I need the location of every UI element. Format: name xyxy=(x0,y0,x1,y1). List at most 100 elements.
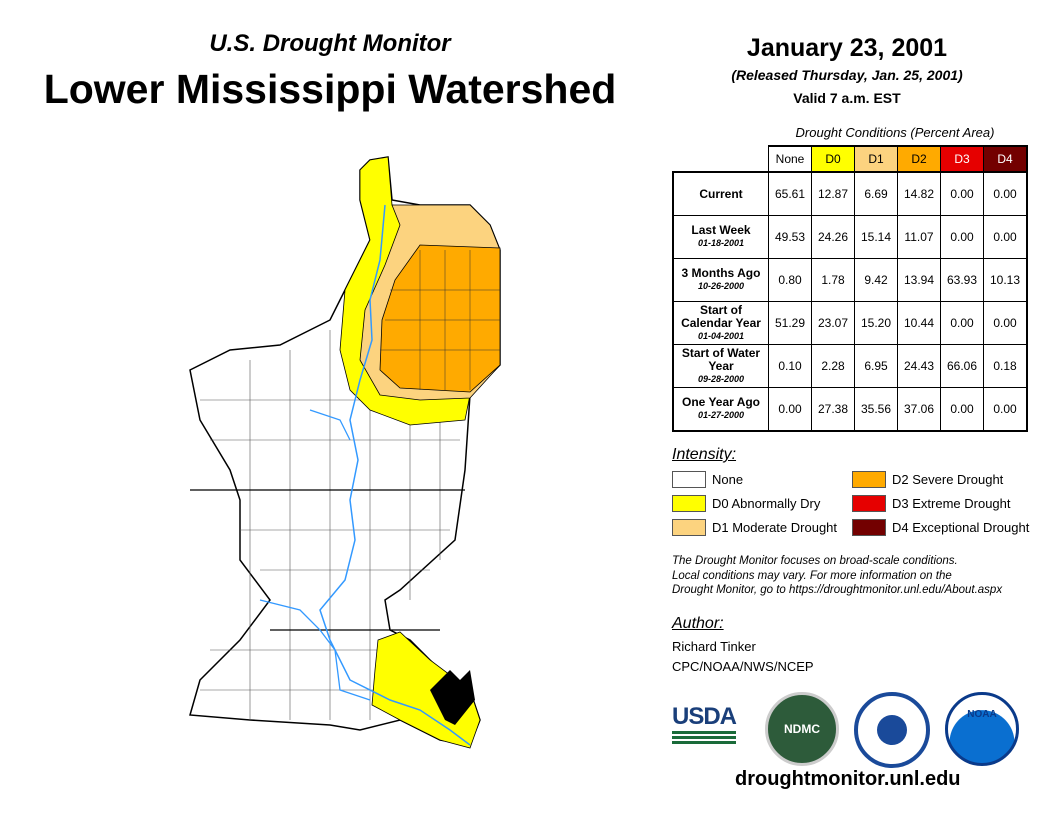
table-cell: 11.07 xyxy=(897,215,941,259)
table-cell: 2.28 xyxy=(811,344,855,388)
note-line: The Drought Monitor focuses on broad-sca… xyxy=(672,555,958,567)
table-cell: 0.10 xyxy=(768,344,812,388)
valid-time: Valid 7 a.m. EST xyxy=(793,90,901,106)
table-cell: 6.95 xyxy=(854,344,898,388)
column-header-d1: D1 xyxy=(854,145,898,173)
table-cell: 0.00 xyxy=(940,171,984,216)
table-cell: 0.00 xyxy=(983,301,1028,345)
legend-item: D1 Moderate Drought xyxy=(672,519,837,536)
table-cell: 13.94 xyxy=(897,258,941,302)
legend-item: D2 Severe Drought xyxy=(852,471,1003,488)
footer-url[interactable]: droughtmonitor.unl.edu xyxy=(735,768,961,790)
table-row: Last Week 01-18-2001 49.53 24.26 15.14 11.07 0… xyxy=(672,215,1028,259)
row-label: Start of Calendar Year 01-04-2001 xyxy=(672,301,769,345)
row-label: Start of Water Year 09-28-2000 xyxy=(672,344,769,388)
column-header-none: None xyxy=(768,145,812,173)
table-cell: 24.43 xyxy=(897,344,941,388)
row-date: 10-26-2000 xyxy=(697,281,745,291)
row-label-text: 3 Months Ago xyxy=(681,266,761,280)
legend-label: None xyxy=(712,472,744,487)
table-cell: 0.00 xyxy=(940,215,984,259)
header-blank xyxy=(673,146,769,172)
legend-swatch xyxy=(852,519,886,536)
table-row: Current 65.61 12.87 6.69 14.82 0.00 0.00 xyxy=(672,171,1028,216)
table-cell: 0.00 xyxy=(983,171,1028,216)
usda-logo-text: USDA xyxy=(672,703,737,730)
table-cell: 12.87 xyxy=(811,171,855,216)
table-cell: 35.56 xyxy=(854,387,898,432)
column-header-d3: D3 xyxy=(940,145,984,173)
table-cell: 9.42 xyxy=(854,258,898,302)
mississippi-river xyxy=(319,204,471,746)
table-cell: 51.29 xyxy=(768,301,812,345)
table-cell: 0.00 xyxy=(983,215,1028,259)
legend-label: D1 Moderate Drought xyxy=(712,520,838,535)
author-info: Richard Tinker CPC/NOAA/NWS/NCEP xyxy=(672,637,814,677)
row-label: One Year Ago 01-27-2000 xyxy=(672,387,769,432)
legend-label: D3 Extreme Drought xyxy=(892,496,1011,511)
table-cell: 27.38 xyxy=(811,387,855,432)
row-label-text: Last Week xyxy=(691,223,751,237)
row-date: 01-27-2000 xyxy=(697,410,745,420)
legend-swatch xyxy=(672,471,706,488)
row-label-text: One Year Ago xyxy=(681,395,761,409)
row-label-text: Current xyxy=(699,186,743,201)
map-date: January 23, 2001 xyxy=(746,34,948,62)
noaa-logo-text: NOAA xyxy=(967,708,997,720)
table-row: One Year Ago 01-27-2000 0.00 27.38 35.56 37.0… xyxy=(672,387,1028,432)
red-river xyxy=(259,599,371,701)
row-label: Current xyxy=(672,171,769,216)
table-cell: 14.82 xyxy=(897,171,941,216)
map-subtitle: U.S. Drought Monitor xyxy=(209,30,451,57)
table-cell: 23.07 xyxy=(811,301,855,345)
legend-item: D3 Extreme Drought xyxy=(852,495,1011,512)
table-cell: 49.53 xyxy=(768,215,812,259)
row-date: 09-28-2000 xyxy=(697,373,745,384)
author-org: CPC/NOAA/NWS/NCEP xyxy=(672,659,814,674)
table-row: Start of Calendar Year 01-04-2001 51.29 23.… xyxy=(672,301,1028,345)
row-label-text: Start of Water Year xyxy=(681,345,761,373)
watershed-map xyxy=(189,156,501,749)
column-header-d2: D2 xyxy=(897,145,941,173)
ndmc-logo: NDMC xyxy=(765,692,839,766)
row-label: 3 Months Ago 10-26-2000 xyxy=(672,258,769,302)
note-line: Drought Monitor, go to https://droughtmo… xyxy=(672,584,1003,596)
note-line: Local conditions may vary. For more info… xyxy=(672,569,952,582)
disclaimer-note: The Drought Monitor focuses on broad-sca… xyxy=(672,554,1052,598)
table-cell: 10.44 xyxy=(897,301,941,345)
author-name: Richard Tinker xyxy=(672,639,756,654)
legend-swatch xyxy=(672,495,706,512)
table-cell: 1.78 xyxy=(811,258,855,302)
table-cell: 37.06 xyxy=(897,387,941,432)
author-label: Author: xyxy=(672,615,724,632)
row-label-text: Start of Calendar Year xyxy=(681,302,761,330)
table-cell: 0.00 xyxy=(940,301,984,345)
table-row: 3 Months Ago 10-26-2000 0.80 1.78 9.42 13.94 6… xyxy=(672,258,1028,302)
table-row: Start of Water Year 09-28-2000 0.10 2.28 6.9… xyxy=(672,344,1028,388)
table-cell: 0.00 xyxy=(940,387,984,432)
table-cell: 15.14 xyxy=(854,215,898,259)
table-cell: 0.00 xyxy=(768,387,812,432)
legend-item: D0 Abnormally Dry xyxy=(672,495,820,512)
legend-label: D2 Severe Drought xyxy=(892,472,1004,487)
release-date: (Released Thursday, Jan. 25, 2001) xyxy=(731,67,963,83)
table-cell: 63.93 xyxy=(940,258,984,302)
legend-label: D0 Abnormally Dry xyxy=(712,496,821,511)
column-header-d4: D4 xyxy=(983,145,1028,173)
row-label: Last Week 01-18-2001 xyxy=(672,215,769,259)
usda-logo: USDA xyxy=(672,703,737,745)
arkansas-river xyxy=(309,409,351,441)
table-cell: 0.00 xyxy=(983,387,1028,432)
legend-label: D4 Exceptional Drought xyxy=(892,520,1030,535)
eagle-emblem-icon xyxy=(877,715,907,745)
legend-swatch xyxy=(852,495,886,512)
table-cell: 65.61 xyxy=(768,171,812,216)
row-date: 01-18-2001 xyxy=(697,238,745,248)
column-header-d0: D0 xyxy=(811,145,855,173)
row-date: 01-04-2001 xyxy=(697,330,745,341)
table-cell: 6.69 xyxy=(854,171,898,216)
table-cell: 66.06 xyxy=(940,344,984,388)
ndmc-logo-text: NDMC xyxy=(784,722,820,736)
legend-swatch xyxy=(672,519,706,536)
